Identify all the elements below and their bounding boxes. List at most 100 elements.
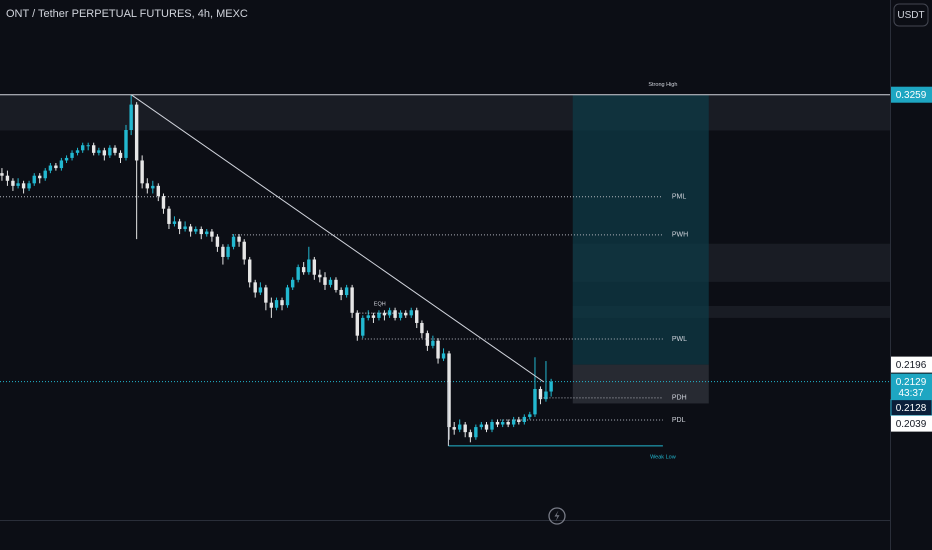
price-badge-label: 0.2196 — [896, 360, 927, 371]
candle-body — [156, 185, 160, 197]
candle-body — [183, 226, 187, 230]
candle-body — [511, 419, 516, 425]
candle-body — [425, 333, 430, 346]
candle-body — [38, 175, 42, 179]
candle-body — [108, 147, 112, 156]
candle-body — [11, 180, 15, 186]
candle-body — [490, 421, 494, 430]
candle-body — [436, 340, 440, 359]
candle-body — [242, 241, 246, 260]
price-badge — [891, 373, 932, 400]
candle-body — [177, 221, 182, 230]
level-label: PWL — [672, 336, 687, 343]
candle-body — [452, 427, 456, 430]
candle-body — [441, 353, 446, 359]
candle-body — [382, 312, 387, 316]
candle-body — [522, 416, 527, 422]
candle-body — [355, 312, 359, 336]
countdown-label: 43:37 — [898, 388, 923, 399]
candle-body — [290, 279, 295, 288]
replay-circle[interactable] — [548, 507, 566, 525]
candle-body — [420, 322, 424, 334]
candle-body — [517, 419, 521, 422]
candle-body — [64, 157, 69, 161]
candle-body — [237, 236, 241, 242]
candle-body — [167, 208, 171, 224]
candle-body — [0, 173, 4, 176]
currency-button[interactable] — [893, 3, 929, 27]
candle-body — [549, 381, 553, 392]
candle-body — [59, 160, 64, 169]
candle-body — [188, 226, 193, 232]
candle-body — [447, 353, 451, 428]
candle-body — [474, 427, 478, 438]
weak-low-label: Weak Low — [650, 454, 676, 460]
price-badge — [891, 415, 932, 432]
candle-body — [361, 317, 365, 336]
currency-label[interactable]: USDT — [897, 10, 924, 21]
candle-body — [102, 150, 107, 156]
price-badge-label: 0.2128 — [896, 403, 927, 414]
price-badge-label: 0.2039 — [896, 419, 927, 430]
candle-body — [506, 421, 510, 425]
candle-body — [533, 388, 537, 415]
candle-body — [124, 130, 128, 158]
candle-body — [479, 424, 484, 428]
candle-body — [118, 152, 123, 158]
annotations-layer: Strong High Weak Low EQH PML PWH PWL PDH PDL — [0, 82, 890, 460]
candle-body — [75, 150, 80, 153]
candle-body — [538, 388, 543, 400]
candle-body — [296, 267, 300, 280]
candle-body — [528, 414, 532, 417]
candle-body — [285, 287, 290, 306]
candle-body — [231, 236, 236, 247]
candle-body — [172, 221, 177, 224]
candle-body — [344, 287, 349, 296]
candle-body — [495, 421, 500, 425]
candle-body — [129, 104, 133, 130]
candle-body — [86, 145, 90, 147]
candle-body — [215, 236, 220, 247]
candle-body — [194, 229, 198, 232]
candle-body — [151, 185, 155, 189]
replay-bolt[interactable] — [554, 510, 560, 522]
target-zone — [572, 94, 709, 365]
candle-body — [70, 152, 74, 158]
candle-body — [140, 160, 144, 184]
level-label: PML — [672, 194, 687, 201]
candle-body — [248, 259, 252, 283]
candle-body — [258, 287, 263, 293]
candle-body — [371, 315, 376, 318]
candle-body — [409, 310, 413, 316]
candle-body — [91, 145, 96, 153]
zone — [0, 94, 890, 131]
candle-body — [274, 300, 279, 308]
candle-body — [145, 183, 150, 189]
candle-body — [468, 432, 473, 438]
candle-body — [264, 287, 268, 303]
candle-body — [210, 231, 214, 237]
strong-high-label: Strong High — [648, 82, 677, 88]
eqh-label: EQH — [374, 302, 386, 308]
candle-body — [415, 310, 419, 323]
candle-body — [113, 147, 117, 153]
candle-body — [32, 175, 36, 184]
candle-body — [16, 183, 20, 186]
candle-body — [339, 289, 343, 296]
candle-body — [328, 279, 333, 285]
candle-body — [48, 165, 53, 171]
candle-body — [318, 274, 322, 278]
candle-body — [334, 279, 338, 290]
replay-icon[interactable] — [548, 507, 566, 525]
candle-body — [323, 277, 327, 285]
level-label: PDL — [672, 417, 686, 424]
price-badge-label: 0.2129 — [896, 377, 927, 388]
candle-body — [205, 231, 209, 235]
candle-body — [5, 175, 10, 181]
candle-body — [366, 315, 370, 318]
candle-body — [80, 145, 85, 151]
candle-body — [431, 340, 435, 346]
